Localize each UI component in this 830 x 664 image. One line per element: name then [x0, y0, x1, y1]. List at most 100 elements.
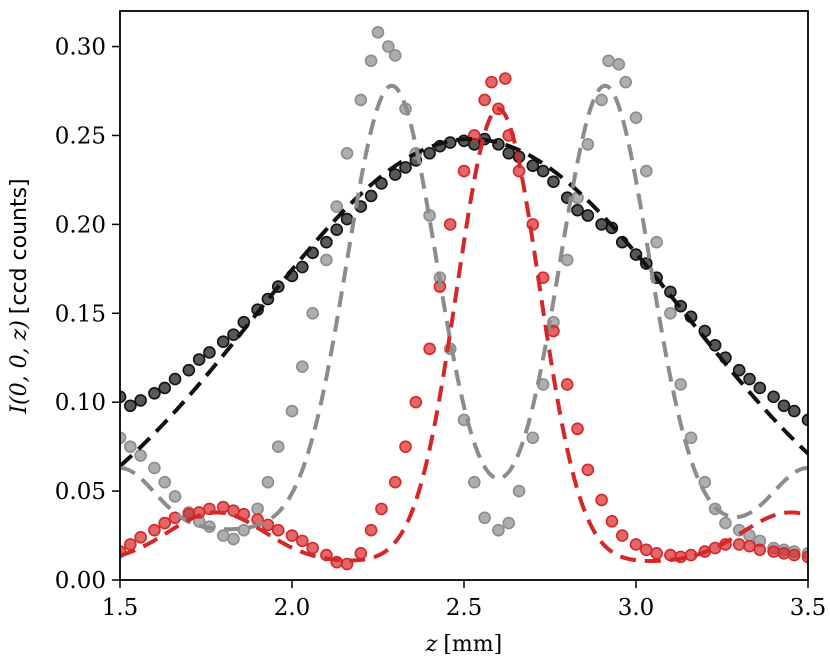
data-point	[650, 235, 663, 249]
data-point	[251, 502, 264, 516]
data-point	[753, 381, 767, 395]
data-point	[134, 394, 147, 407]
x-tick-label: 2.0	[274, 595, 311, 621]
data-point	[158, 516, 172, 530]
data-point	[468, 475, 481, 489]
x-axis-unit: [mm]	[443, 632, 502, 657]
data-point	[168, 490, 182, 503]
data-point	[457, 164, 471, 178]
data-point	[120, 431, 127, 445]
data-point	[612, 58, 626, 71]
data-point	[340, 146, 354, 160]
data-point	[148, 523, 161, 537]
data-point	[478, 511, 491, 525]
data-point	[306, 541, 319, 555]
data-point	[285, 529, 299, 542]
data-point	[399, 440, 412, 453]
data-point	[388, 168, 402, 181]
data-point	[787, 548, 801, 562]
data-point	[629, 538, 643, 551]
data-point	[216, 529, 230, 542]
data-point	[581, 138, 595, 151]
data-point	[375, 502, 388, 516]
data-point	[571, 422, 584, 436]
data-point	[124, 399, 137, 413]
y-tick-label: 0.00	[55, 568, 106, 594]
data-point	[340, 212, 354, 226]
data-point	[168, 372, 182, 386]
data-point	[536, 164, 550, 178]
data-point	[502, 516, 516, 530]
series-black	[120, 132, 808, 427]
data-point	[674, 378, 688, 391]
data-point	[664, 306, 677, 320]
data-point	[296, 360, 309, 373]
data-point	[602, 54, 615, 68]
series-red	[120, 72, 808, 571]
y-tick-label: 0.25	[55, 123, 106, 149]
data-point	[148, 386, 161, 400]
data-point	[581, 463, 595, 477]
data-point	[354, 547, 368, 560]
data-point	[261, 475, 275, 489]
x-tick-label: 3.5	[790, 595, 827, 621]
y-tick-label: 0.20	[55, 212, 106, 238]
data-point	[227, 532, 240, 546]
data-point	[560, 378, 574, 391]
data-point	[801, 413, 808, 427]
data-point	[547, 175, 560, 188]
data-point	[629, 111, 643, 124]
data-point	[227, 504, 240, 517]
data-point	[526, 431, 540, 445]
data-point	[478, 93, 491, 107]
y-tick-label: 0.15	[55, 301, 106, 327]
y-axis-unit: [ccd counts]	[7, 178, 32, 314]
data-point	[409, 395, 423, 409]
data-point	[158, 475, 172, 489]
data-point	[320, 235, 333, 249]
data-point	[492, 523, 505, 537]
data-point	[330, 200, 344, 213]
data-point	[753, 543, 767, 557]
x-axis-symbol: z	[425, 632, 438, 657]
data-point	[364, 189, 378, 203]
data-point	[134, 449, 147, 462]
data-point	[124, 538, 137, 551]
data-point	[399, 161, 412, 174]
data-point	[767, 390, 780, 404]
y-tick-label: 0.05	[55, 479, 106, 505]
data-point	[423, 146, 436, 160]
data-point	[767, 545, 780, 558]
data-point	[640, 543, 653, 557]
data-point	[743, 372, 756, 386]
data-point	[684, 431, 698, 445]
data-point	[296, 534, 309, 548]
data-point	[698, 475, 712, 489]
x-axis-label: z [mm]	[425, 632, 502, 657]
data-point	[485, 75, 498, 89]
data-point	[615, 529, 629, 542]
data-point	[306, 306, 319, 320]
data-point	[203, 346, 216, 359]
data-point	[296, 260, 309, 274]
data-point	[512, 484, 526, 498]
data-point	[134, 531, 147, 544]
data-point	[732, 538, 746, 551]
data-point	[595, 93, 608, 107]
data-point	[148, 461, 161, 475]
data-point	[526, 159, 540, 172]
data-point	[777, 547, 791, 560]
data-point	[423, 342, 436, 356]
data-point	[354, 93, 368, 107]
data-point	[364, 523, 378, 537]
data-point	[124, 440, 137, 453]
fit-line-red	[120, 106, 808, 563]
data-point	[271, 523, 285, 537]
data-point	[650, 547, 663, 560]
data-point	[619, 75, 632, 89]
data-point	[571, 203, 584, 217]
data-point	[581, 209, 595, 222]
data-point	[732, 363, 746, 377]
x-axis: 1.5 2.0 2.5 3.0 3.5	[102, 580, 827, 621]
